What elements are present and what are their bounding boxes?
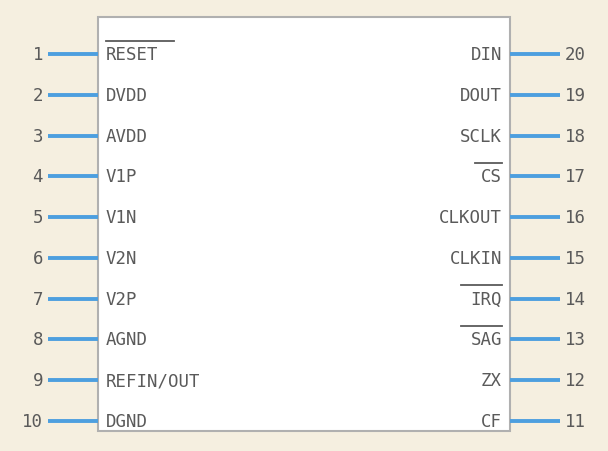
Text: DOUT: DOUT bbox=[460, 87, 502, 105]
Text: CF: CF bbox=[481, 412, 502, 430]
Text: CLKIN: CLKIN bbox=[449, 249, 502, 267]
Text: IRQ: IRQ bbox=[471, 290, 502, 308]
Text: SAG: SAG bbox=[471, 331, 502, 349]
Text: 2: 2 bbox=[32, 87, 43, 105]
Text: 17: 17 bbox=[565, 168, 586, 186]
Text: 19: 19 bbox=[565, 87, 586, 105]
Text: 4: 4 bbox=[32, 168, 43, 186]
Text: CLKOUT: CLKOUT bbox=[439, 209, 502, 226]
Text: 8: 8 bbox=[32, 331, 43, 349]
Bar bbox=[98, 18, 510, 431]
Text: IRQ: IRQ bbox=[471, 290, 502, 308]
Text: ZX: ZX bbox=[481, 372, 502, 389]
Text: V1P: V1P bbox=[106, 168, 137, 186]
Text: DVDD: DVDD bbox=[106, 87, 148, 105]
Text: 6: 6 bbox=[32, 249, 43, 267]
Text: 3: 3 bbox=[32, 127, 43, 145]
Text: SCLK: SCLK bbox=[460, 127, 502, 145]
Text: DIN: DIN bbox=[471, 46, 502, 64]
Text: 1: 1 bbox=[32, 46, 43, 64]
Text: DGND: DGND bbox=[106, 412, 148, 430]
Text: AVDD: AVDD bbox=[106, 127, 148, 145]
Text: V2P: V2P bbox=[106, 290, 137, 308]
Text: CS: CS bbox=[481, 168, 502, 186]
Text: 13: 13 bbox=[565, 331, 586, 349]
Text: 7: 7 bbox=[32, 290, 43, 308]
Text: 5: 5 bbox=[32, 209, 43, 226]
Text: 11: 11 bbox=[565, 412, 586, 430]
Text: 18: 18 bbox=[565, 127, 586, 145]
Text: 15: 15 bbox=[565, 249, 586, 267]
Text: CS: CS bbox=[481, 168, 502, 186]
Text: RESET: RESET bbox=[106, 46, 159, 64]
Text: REFIN/OUT: REFIN/OUT bbox=[106, 372, 201, 389]
Text: 9: 9 bbox=[32, 372, 43, 389]
Text: 14: 14 bbox=[565, 290, 586, 308]
Text: AGND: AGND bbox=[106, 331, 148, 349]
Text: RESET: RESET bbox=[106, 46, 159, 64]
Text: V1N: V1N bbox=[106, 209, 137, 226]
Text: 20: 20 bbox=[565, 46, 586, 64]
Text: 10: 10 bbox=[22, 412, 43, 430]
Text: 16: 16 bbox=[565, 209, 586, 226]
Text: 12: 12 bbox=[565, 372, 586, 389]
Text: V2N: V2N bbox=[106, 249, 137, 267]
Text: SAG: SAG bbox=[471, 331, 502, 349]
